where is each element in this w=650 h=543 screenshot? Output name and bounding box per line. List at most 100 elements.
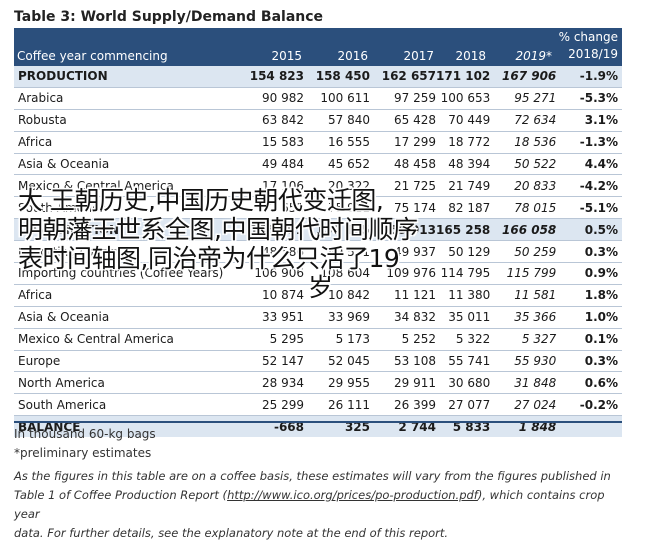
row-value-2018: 11 380 (436, 283, 491, 307)
table-row: Exporting countries 48 586 49 521 49 937 50 … (14, 240, 622, 263)
row-value-2016: 29 955 (304, 371, 370, 394)
row-value-2017: 34 832 (370, 305, 436, 329)
row-value-2015: 15 583 (228, 130, 304, 154)
row-pct-change: 0.5% (556, 218, 622, 241)
row-value-2018: 82 187 (436, 196, 491, 219)
table-row: South America 25 299 26 111 26 399 27 077 27 … (14, 393, 622, 416)
row-value-2019: 72 634 (490, 108, 557, 132)
header-year-2017: 2017 (403, 49, 434, 63)
row-label: CONSUMPTION (14, 218, 228, 241)
row-value-2015: 154 823 (228, 66, 304, 88)
row-value-2018: 48 394 (436, 152, 491, 175)
row-label: South America (14, 393, 228, 416)
row-value-2016: 10 842 (304, 283, 370, 307)
row-value-2019: 167 906 (490, 66, 557, 88)
row-value-2015: 5 295 (228, 327, 304, 351)
header-label: Coffee year commencing (17, 49, 168, 63)
row-value-2017: 29 911 (370, 371, 436, 394)
table-row: Arabica 90 982 100 611 97 259 100 653 95 271-… (14, 86, 622, 110)
table-row: Mexico & Central America 17 106 20 322 21 7… (14, 174, 622, 197)
table-row: Africa 15 583 16 555 17 299 18 772 18 536 -1.3… (14, 130, 622, 154)
table-header: Coffee year commencing 2015 2016 2017 20… (14, 28, 622, 66)
row-pct-change (556, 415, 622, 438)
header-year-2015: 2015 (271, 49, 302, 63)
header-pct-period: 2018/19 (568, 47, 618, 61)
row-value-2019: 78 015 (490, 196, 557, 219)
row-value-2019: 11 581 (490, 283, 557, 307)
header-pct-change: % change (558, 30, 618, 44)
row-value-2017: 75 174 (370, 196, 436, 219)
table-row: Mexico & Central America 5 295 5 173 5 252 5… (14, 327, 622, 351)
header-year-2019: 2019* (515, 49, 552, 63)
row-pct-change: 0.6% (556, 371, 622, 394)
row-pct-change: 0.3% (556, 349, 622, 372)
row-label: Asia & Oceania (14, 305, 228, 329)
table-row: Africa 10 874 10 842 11 121 11 380 11 581 1.8% (14, 283, 622, 307)
row-pct-change: -4.2% (556, 174, 622, 197)
row-pct-change: 0.1% (556, 327, 622, 351)
header-year-2016: 2016 (337, 49, 368, 63)
row-pct-change: 4.4% (556, 152, 622, 175)
table-row: Importing countries (Coffee Years) 106 90… (14, 262, 622, 285)
row-value-2017: 65 428 (370, 108, 436, 132)
row-value-2017: 48 458 (370, 152, 436, 175)
row-value-2015: 52 147 (228, 349, 304, 372)
table-row: Europe 52 147 52 045 53 108 55 741 55 930 0.3% (14, 349, 622, 372)
row-value-2019: 18 536 (490, 130, 557, 154)
row-value-2016: 75 921 (304, 196, 370, 219)
row-label: PRODUCTION (14, 66, 228, 88)
production-report-link[interactable]: http://www.ico.org/prices/po-production.… (227, 488, 478, 502)
row-value-2015: 155 491 (228, 218, 304, 241)
row-label: Africa (14, 130, 228, 154)
row-value-2018: 27 077 (436, 393, 491, 416)
row-value-2015: 72 651 (228, 196, 304, 219)
row-value-2015: 106 906 (228, 262, 304, 285)
row-value-2016: 158 450 (304, 66, 370, 88)
row-value-2015: 48 586 (228, 240, 304, 263)
row-value-2016: 16 555 (304, 130, 370, 154)
header-year-2018: 2018 (455, 49, 486, 63)
row-label: Arabica (14, 86, 228, 110)
row-value-2018: 30 680 (436, 371, 491, 394)
row-value-2018: 50 129 (436, 240, 491, 263)
row-value-2019: 95 271 (490, 86, 557, 110)
row-value-2019: 35 366 (490, 305, 557, 329)
row-value-2018: 5 833 (436, 415, 491, 438)
row-pct-change: -1.3% (556, 130, 622, 154)
row-value-2019: 20 833 (490, 174, 557, 197)
row-value-2018: 5 322 (436, 327, 491, 351)
row-value-2017: 162 657 (370, 66, 436, 88)
table-row: North America 28 934 29 955 29 911 30 680 31 … (14, 371, 622, 394)
row-value-2019: 50 259 (490, 240, 557, 263)
row-label: Mexico & Central America (14, 327, 228, 351)
row-label: Asia & Oceania (14, 152, 228, 175)
row-value-2019: 115 799 (490, 262, 557, 285)
row-value-2015: 28 934 (228, 371, 304, 394)
row-pct-change: 0.3% (556, 240, 622, 263)
row-value-2015: 49 484 (228, 152, 304, 175)
row-value-2016: 325 (304, 415, 370, 438)
table-row: CONSUMPTION 155 491 158 125 159 913 165 258 1… (14, 218, 622, 241)
row-value-2017: 109 976 (370, 262, 436, 285)
row-pct-change: -5.1% (556, 196, 622, 219)
row-value-2019: 5 327 (490, 327, 557, 351)
row-value-2018: 18 772 (436, 130, 491, 154)
row-value-2016: 33 969 (304, 305, 370, 329)
row-pct-change: 1.8% (556, 283, 622, 307)
row-label: Africa (14, 283, 228, 307)
table-title: Table 3: World Supply/Demand Balance (14, 9, 324, 25)
row-pct-change: -0.2% (556, 393, 622, 416)
row-value-2018: 100 653 (436, 86, 491, 110)
row-pct-change: 1.0% (556, 305, 622, 329)
row-value-2017: 97 259 (370, 86, 436, 110)
row-value-2017: 49 937 (370, 240, 436, 263)
row-value-2017: 11 121 (370, 283, 436, 307)
row-value-2015: 33 951 (228, 305, 304, 329)
row-value-2015: -668 (228, 415, 304, 438)
row-value-2017: 26 399 (370, 393, 436, 416)
supply-demand-table: PRODUCTION 154 823 158 450 162 657 171 102 16… (14, 66, 622, 438)
note-explanation: As the figures in this table are on a co… (14, 469, 611, 540)
row-value-2016: 5 173 (304, 327, 370, 351)
row-value-2019: 1 848 (490, 415, 557, 438)
row-value-2017: 53 108 (370, 349, 436, 372)
